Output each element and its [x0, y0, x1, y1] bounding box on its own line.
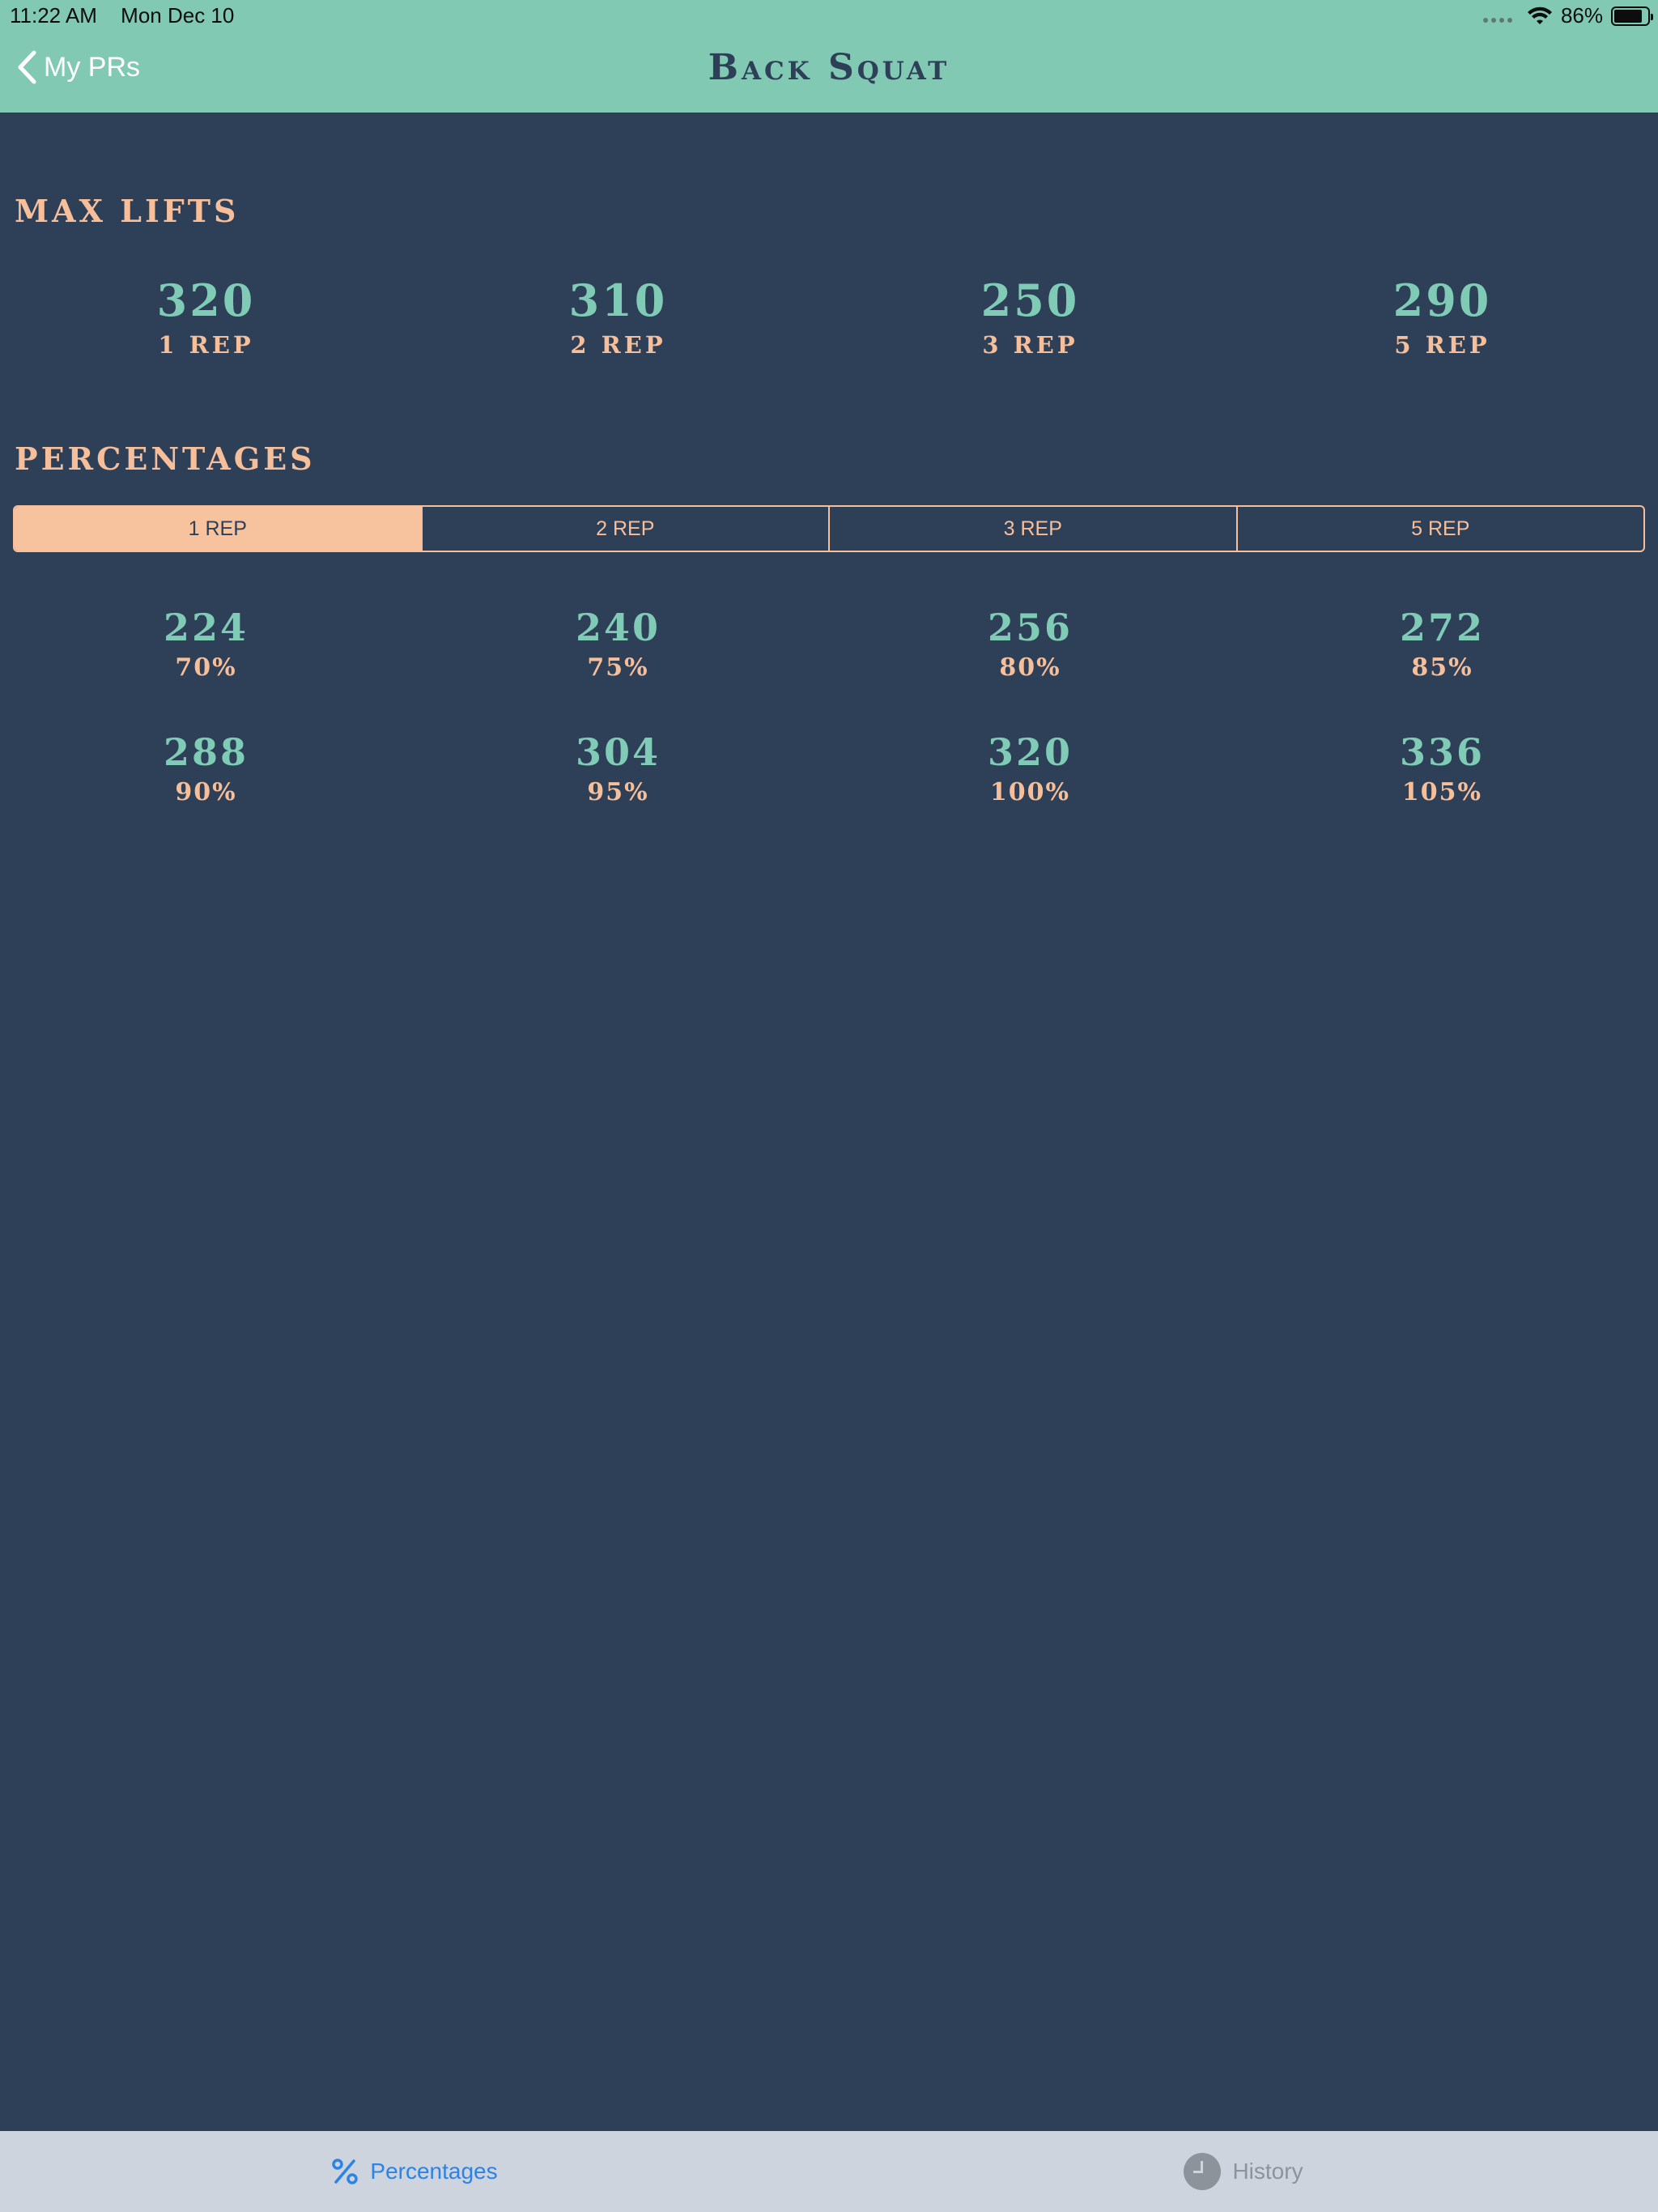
chevron-left-icon: [18, 50, 36, 84]
status-bar-right: 86%: [1482, 3, 1653, 28]
percentages-row-1: 224 70% 240 75% 256 80% 272 85%: [0, 609, 1658, 680]
back-button[interactable]: My PRs: [16, 50, 140, 84]
battery-icon: [1611, 6, 1653, 26]
status-bar-left: 11:22 AM Mon Dec 10: [10, 3, 252, 28]
tab-bar: Percentages History: [0, 2131, 1658, 2212]
percentage-label: 105%: [1401, 778, 1483, 806]
max-lift-label: 1 REP: [158, 331, 254, 359]
battery-percent: 86%: [1560, 3, 1603, 28]
tab-history-label: History: [1232, 2159, 1303, 2184]
back-button-label: My PRs: [44, 51, 140, 83]
max-lift-item: 320 1 REP: [0, 279, 412, 357]
max-lift-item: 310 2 REP: [412, 279, 824, 357]
status-time: 11:22 AM: [10, 3, 97, 28]
cellular-signal-icon: [1482, 10, 1512, 23]
percentage-label: 85%: [1411, 653, 1473, 682]
max-lift-value: 250: [980, 274, 1080, 326]
percentage-item: 256 80%: [824, 609, 1236, 680]
clock-icon: [1184, 2153, 1222, 2190]
max-lift-label: 3 REP: [982, 331, 1078, 359]
max-lift-label: 5 REP: [1394, 331, 1490, 359]
tab-percentages-label: Percentages: [370, 2159, 498, 2184]
wifi-icon: [1527, 6, 1552, 24]
max-lift-label: 2 REP: [570, 331, 666, 359]
percentage-label: 95%: [587, 778, 649, 806]
tab-percentages[interactable]: Percentages: [0, 2131, 829, 2212]
segment-1-rep[interactable]: 1 REP: [15, 507, 421, 551]
percentage-weight: 240: [575, 606, 661, 649]
percentage-item: 336 105%: [1236, 734, 1648, 805]
percentage-weight: 336: [1399, 730, 1486, 774]
tab-history[interactable]: History: [829, 2131, 1658, 2212]
rep-segmented-control: 1 REP 2 REP 3 REP 5 REP: [13, 505, 1645, 552]
percentage-item: 288 90%: [0, 734, 412, 805]
percentage-item: 320 100%: [824, 734, 1236, 805]
max-lift-item: 290 5 REP: [1236, 279, 1648, 357]
max-lift-item: 250 3 REP: [824, 279, 1236, 357]
percentage-label: 100%: [989, 778, 1071, 806]
percentage-weight: 272: [1399, 606, 1486, 649]
percentage-weight: 320: [987, 730, 1073, 774]
percentage-weight: 288: [163, 730, 249, 774]
percentage-item: 272 85%: [1236, 609, 1648, 680]
max-lifts-grid: 320 1 REP 310 2 REP 250 3 REP 290 5 REP: [0, 279, 1658, 357]
percentage-label: 80%: [999, 653, 1061, 682]
percentage-item: 240 75%: [412, 609, 824, 680]
status-date: Mon Dec 10: [121, 3, 235, 28]
percentage-weight: 224: [163, 606, 249, 649]
percent-icon: [332, 2159, 359, 2184]
max-lift-value: 320: [156, 274, 256, 326]
page-title: Back Squat: [708, 47, 950, 88]
percentages-row-2: 288 90% 304 95% 320 100% 336 105%: [0, 734, 1658, 805]
percentages-heading: PERCENTAGES: [15, 440, 316, 477]
percentage-label: 75%: [587, 653, 649, 682]
header-bar: 11:22 AM Mon Dec 10 86% My PRs Back Squa…: [0, 0, 1658, 113]
percentage-item: 224 70%: [0, 609, 412, 680]
segment-2-rep[interactable]: 2 REP: [420, 507, 829, 551]
max-lifts-heading: MAX LIFTS: [15, 193, 240, 229]
percentage-weight: 304: [575, 730, 661, 774]
percentage-weight: 256: [987, 606, 1073, 649]
max-lift-value: 310: [568, 274, 668, 326]
percentage-label: 90%: [175, 778, 237, 806]
segment-3-rep[interactable]: 3 REP: [828, 507, 1236, 551]
max-lift-value: 290: [1392, 274, 1492, 326]
percentage-label: 70%: [175, 653, 237, 682]
segment-5-rep[interactable]: 5 REP: [1235, 507, 1644, 551]
percentage-item: 304 95%: [412, 734, 824, 805]
